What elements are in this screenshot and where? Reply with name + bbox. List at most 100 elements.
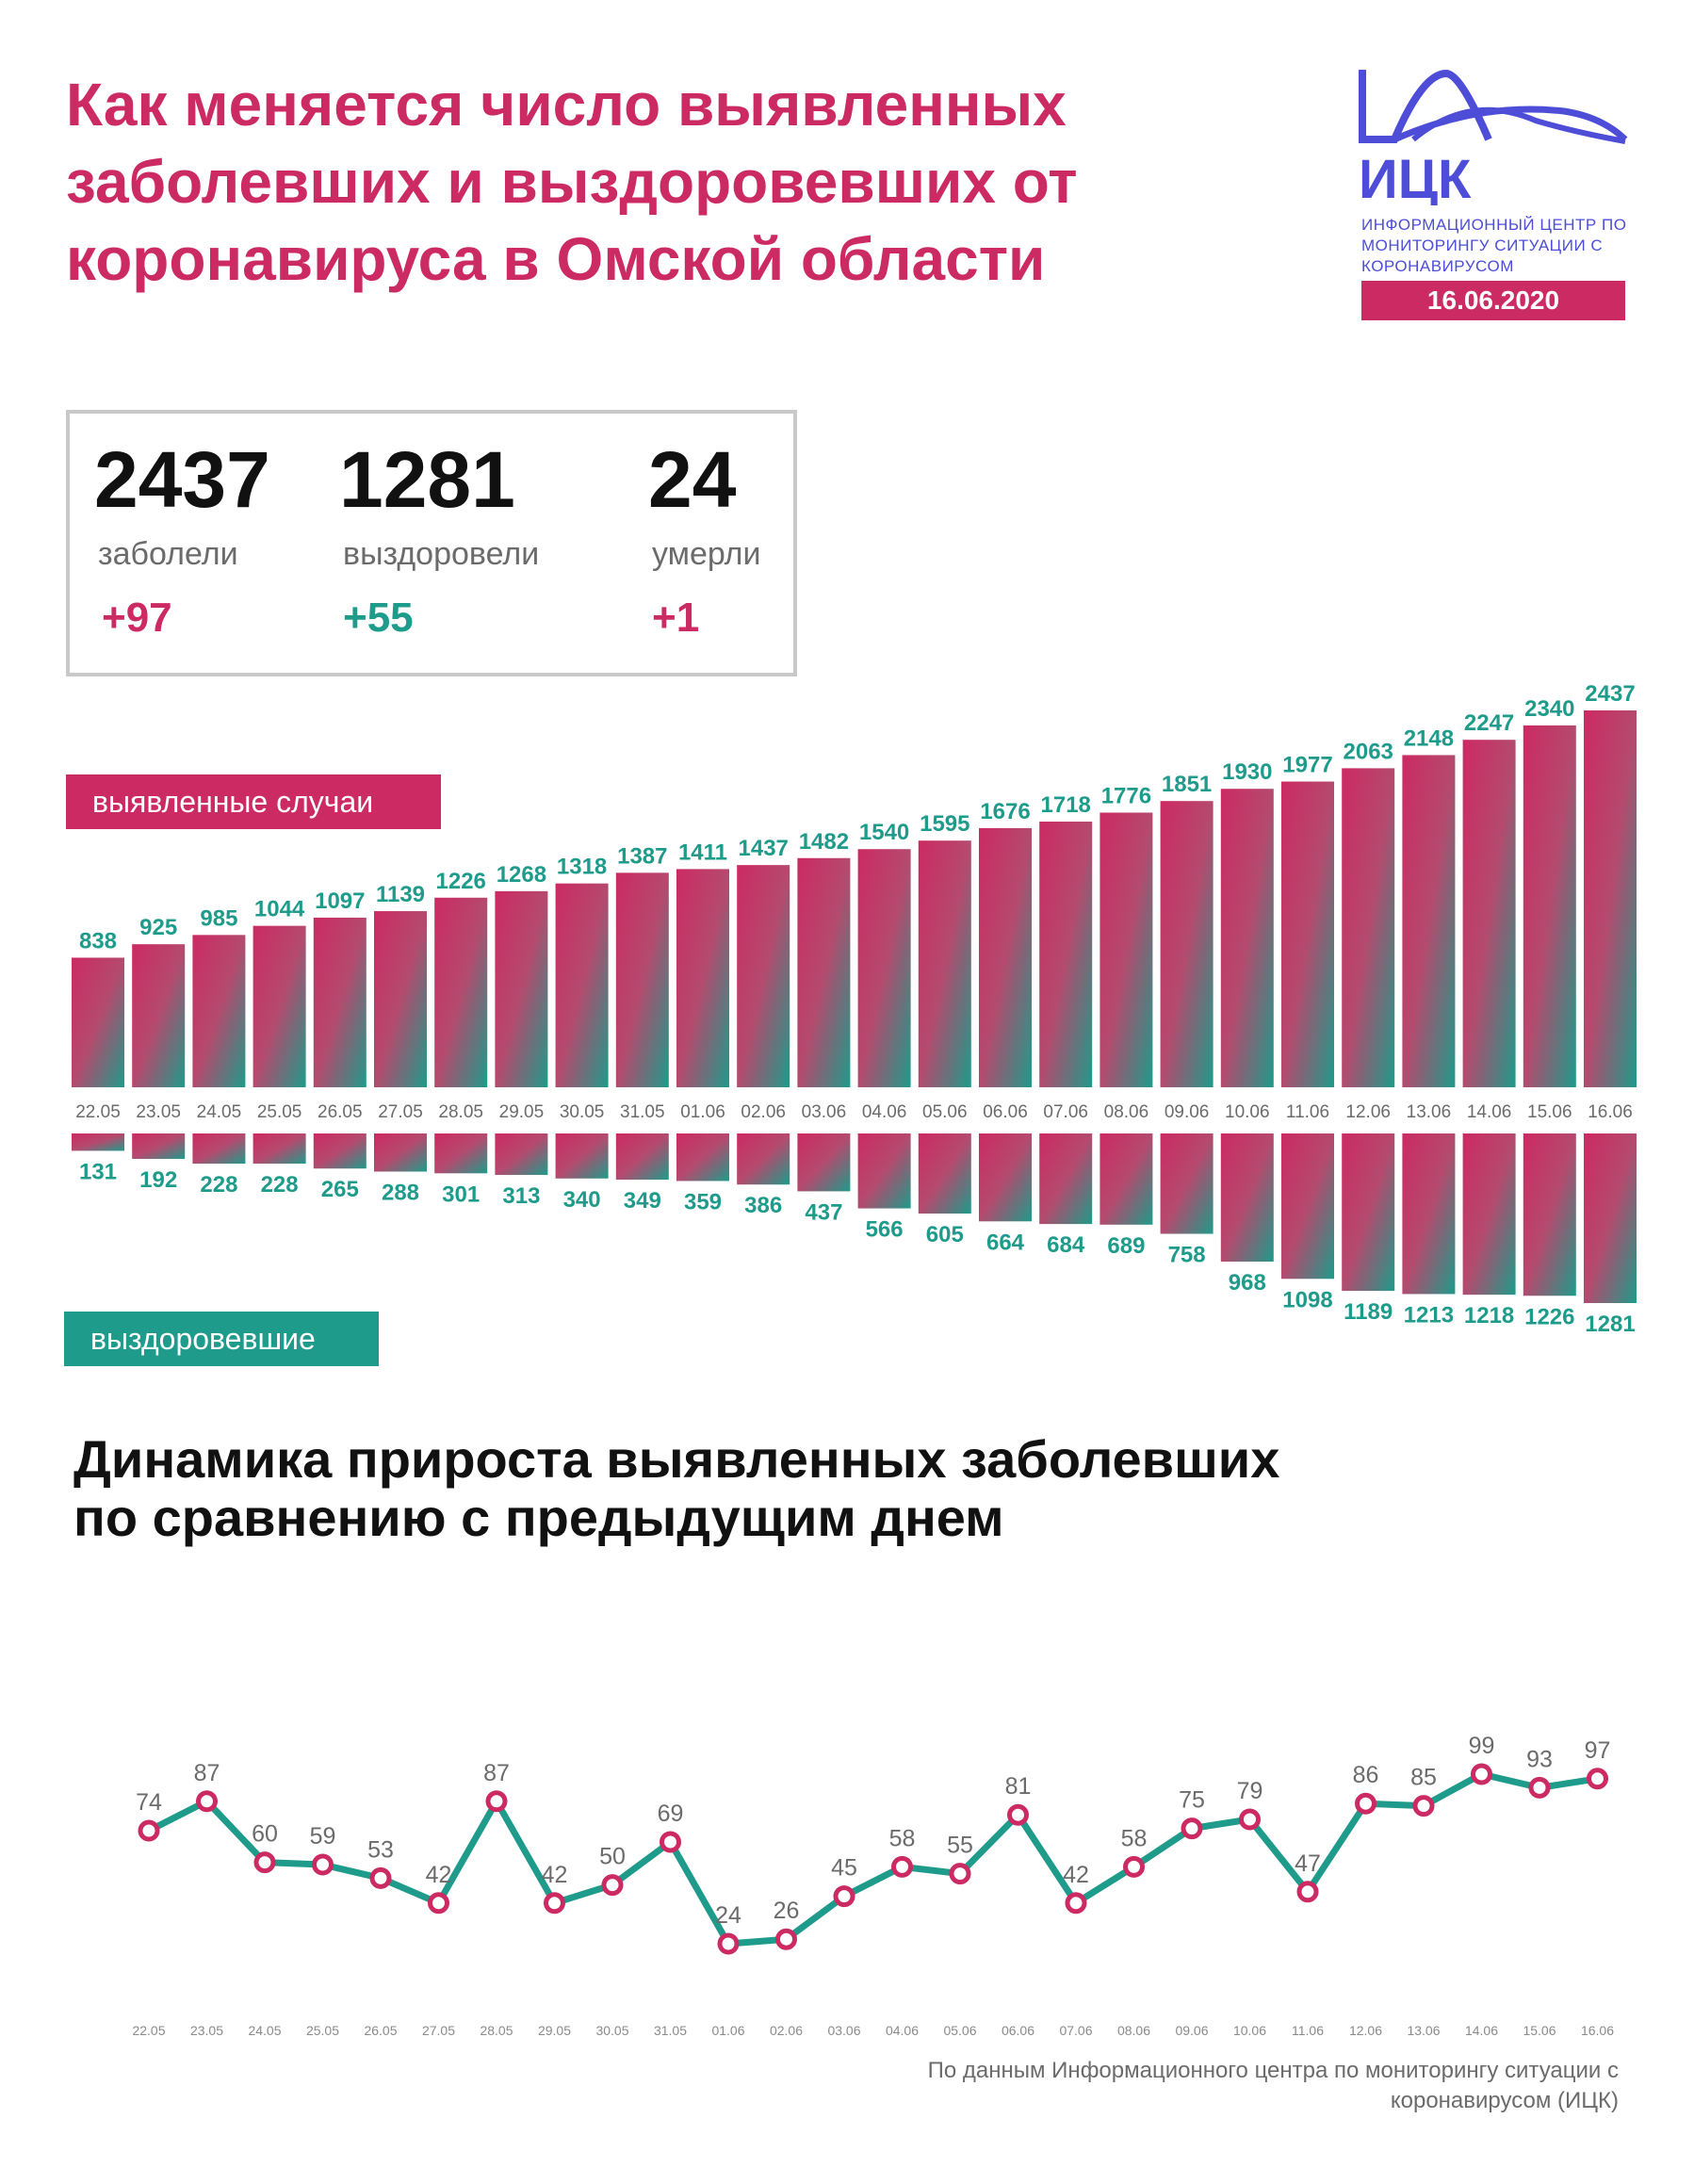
recovered-bar [1099,1133,1153,1225]
growth-value-label: 47 [1295,1850,1321,1877]
cases-value-label: 838 [79,928,117,953]
recovered-value-label: 664 [986,1230,1025,1255]
growth-point [1471,1763,1492,1785]
date-tick-label: 26.05 [318,1102,363,1122]
cases-bar [857,849,911,1087]
growth-point [775,1928,797,1950]
growth-value-label: 74 [136,1789,162,1816]
growth-point [138,1819,160,1842]
recovered-bar [252,1133,306,1165]
cases-value-label: 1482 [799,829,849,855]
growth-value-label: 59 [310,1823,336,1850]
recovered-bar [313,1133,366,1169]
growth-value-label: 97 [1585,1737,1611,1764]
cases-bar [1462,740,1516,1087]
date-tick-label: 04.06 [862,1102,907,1122]
cases-value-label: 1226 [436,869,486,894]
growth-point [891,1855,913,1878]
growth-value-label: 93 [1526,1746,1553,1772]
cases-value-label: 2148 [1404,725,1454,751]
recovered-value-label: 758 [1168,1243,1206,1268]
date-badge: 16.06.2020 [1361,281,1625,320]
date-tick-label: 01.06 [711,2023,744,2038]
growth-series: 74 22.05 87 23.05 60 24.05 59 25.05 53 26.05 42 27.… [132,1733,1614,2038]
cases-bar [313,917,366,1087]
recovered-value-label: 349 [624,1188,661,1214]
recovered-bar [1342,1133,1395,1292]
growth-value-label: 45 [831,1855,857,1882]
growth-point [1123,1855,1145,1878]
date-tick-label: 06.06 [1002,2023,1034,2038]
recovered-bar [797,1133,851,1192]
date-tick-label: 11.06 [1292,2023,1324,2038]
cases-value-label: 1776 [1101,783,1151,808]
date-tick-label: 05.06 [943,2023,976,2038]
recovered-value-label: 265 [321,1177,359,1202]
page-title: Как меняется число выявленных заболевших… [66,71,1078,293]
date-tick-label: 02.06 [741,1102,786,1122]
growth-value-label: 87 [483,1760,510,1786]
date-tick-label: 09.06 [1175,2023,1208,2038]
date-tick-label: 28.05 [480,2023,513,2038]
recovered-bar [1584,1133,1637,1303]
recovered-bar [1281,1133,1334,1279]
growth-value-label: 42 [542,1862,568,1888]
cases-value-label: 925 [139,915,177,940]
recovered-value-label: 684 [1047,1232,1085,1258]
recovered-value-label: 1213 [1404,1302,1454,1328]
date-tick-label: 31.05 [654,2023,687,2038]
date-tick-label: 29.05 [538,2023,571,2038]
recovered-bar [72,1133,124,1151]
growth-value-label: 42 [426,1862,452,1888]
recovered-value-label: 1218 [1464,1303,1514,1328]
recovered-value-label: 313 [502,1183,540,1209]
date-tick-label: 23.05 [136,1102,181,1122]
recovered-bar [132,1133,186,1159]
recovered-bar [737,1133,790,1185]
growth-point [196,1790,218,1813]
cases-value-label: 1851 [1162,772,1212,797]
date-tick-label: 12.06 [1345,1102,1391,1122]
date-tick-label: 24.05 [197,1102,242,1122]
date-tick-label: 02.06 [770,2023,803,2038]
date-tick-label: 16.06 [1581,2023,1614,2038]
date-tick-label: 22.05 [75,1102,121,1122]
recovered-bar [676,1133,729,1182]
logo-wave-icon: ИЦК [1359,69,1628,210]
growth-value-label: 86 [1353,1762,1379,1788]
recovered-bar [1220,1133,1274,1263]
cases-bar [1039,822,1093,1087]
date-tick-label: 31.05 [620,1102,665,1122]
stats-box: 2437 заболели +97 1281 выздоровели +55 2… [66,410,797,676]
recovered-value-label: 386 [744,1193,782,1218]
sick-delta: +97 [102,595,172,641]
growth-value-label: 87 [194,1760,220,1786]
date-tick-label: 28.05 [438,1102,483,1122]
cases-value-label: 1268 [497,862,546,888]
growth-value-label: 85 [1410,1765,1437,1791]
cases-bar [797,857,851,1087]
growth-point [1007,1803,1029,1826]
date-tick-label: 13.06 [1407,2023,1440,2038]
recovered-value-label: 689 [1107,1233,1145,1259]
recovered-bar [1523,1133,1576,1296]
date-tick-label: 11.06 [1286,1102,1329,1122]
died-value: 24 [648,435,737,524]
growth-point [717,1932,740,1955]
cases-bar [1099,812,1153,1087]
cases-bar [1220,789,1274,1087]
cases-value-label: 2247 [1464,710,1514,736]
logo-text: ИЦК [1359,149,1472,205]
logo-subtitle: ИНФОРМАЦИОННЫЙ ЦЕНТР ПО МОНИТОРИНГУ СИТУ… [1361,216,1627,275]
recovered-value-label: 1098 [1282,1287,1332,1312]
recovered-tag: выздоровевшие [64,1312,379,1366]
growth-point [1587,1768,1608,1790]
recovered-value-label: 1189 [1344,1299,1393,1325]
cases-bar [1584,710,1637,1087]
growth-value-label: 53 [367,1836,394,1863]
recovered-value-label: 228 [261,1172,299,1198]
recovered-bar [1402,1133,1456,1295]
recovered-bar [374,1133,427,1172]
sick-value: 2437 [94,435,270,524]
bar-chart: 838 22.05 925 23.05 985 24.05 1044 25.05 1097 26.… [72,681,1637,1337]
